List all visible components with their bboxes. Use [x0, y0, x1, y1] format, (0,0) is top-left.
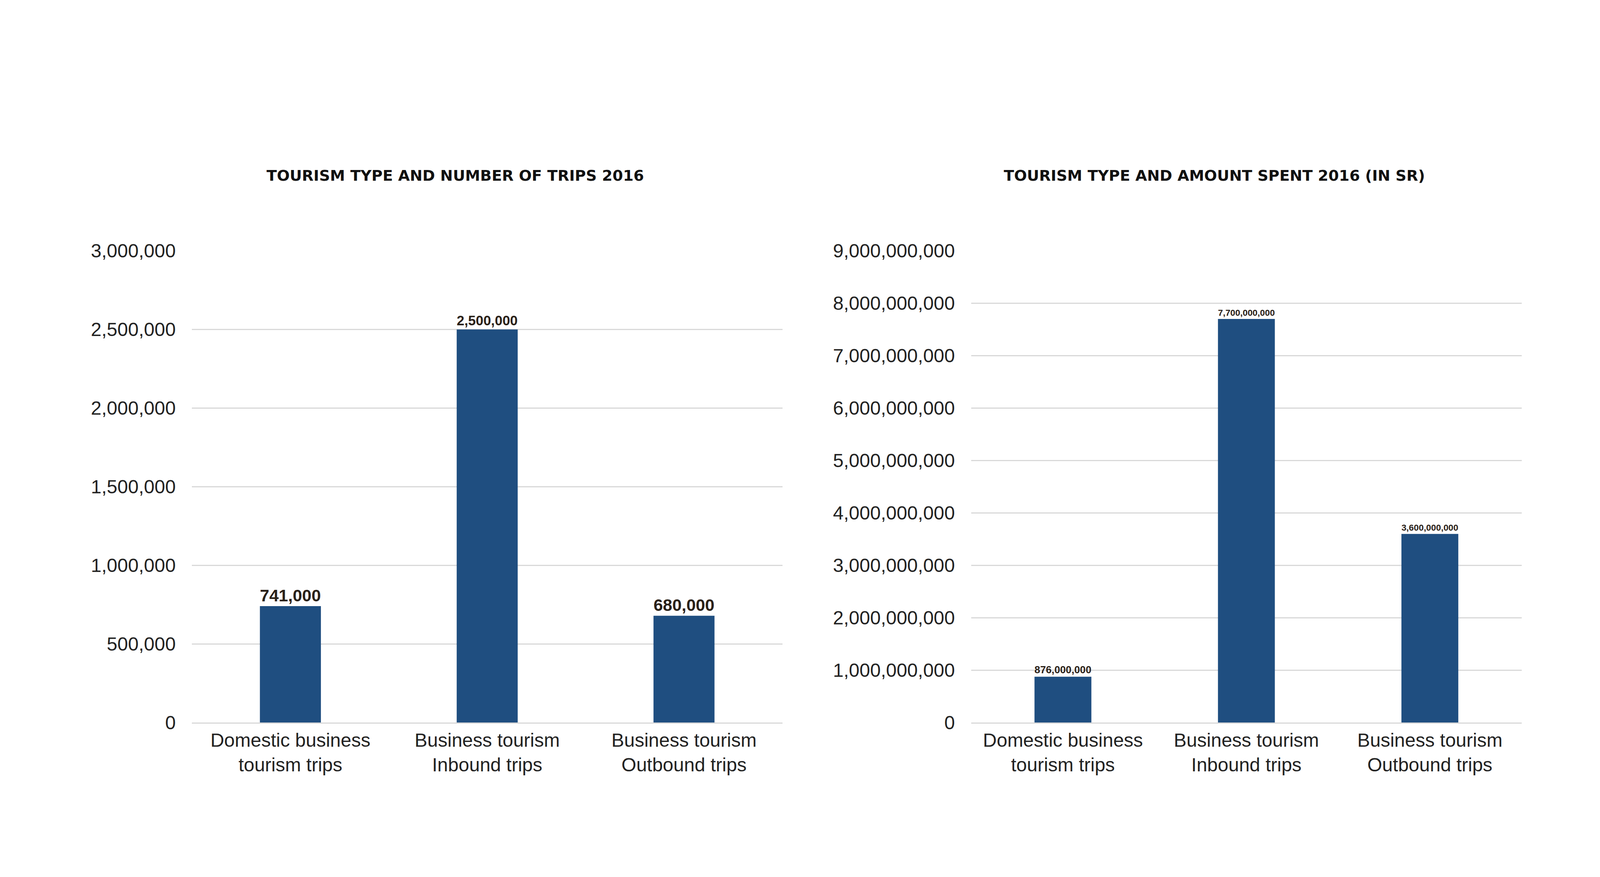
svg-text:Domestic businesstourism trips: Domestic businesstourism trips	[983, 729, 1144, 776]
svg-text:7,700,000,000: 7,700,000,000	[1217, 307, 1275, 318]
svg-text:3,000,000: 3,000,000	[90, 240, 176, 262]
svg-text:500,000: 500,000	[106, 633, 176, 655]
svg-text:2,500,000: 2,500,000	[456, 313, 518, 329]
svg-text:Business tourismOutbound trips: Business tourismOutbound trips	[1357, 729, 1503, 776]
svg-text:741,000: 741,000	[259, 586, 321, 605]
svg-text:1,000,000: 1,000,000	[90, 554, 176, 576]
svg-text:TOURISM TYPE AND NUMBER OF TRI: TOURISM TYPE AND NUMBER OF TRIPS 2016	[266, 166, 644, 185]
svg-text:2,000,000,000: 2,000,000,000	[832, 607, 955, 629]
svg-text:TOURISM TYPE AND AMOUNT SPENT: TOURISM TYPE AND AMOUNT SPENT 2016 (IN S…	[1003, 166, 1425, 185]
svg-text:7,000,000,000: 7,000,000,000	[832, 345, 955, 367]
svg-text:0: 0	[944, 712, 955, 734]
svg-text:Business tourismOutbound trips: Business tourismOutbound trips	[611, 729, 757, 776]
svg-text:1,500,000: 1,500,000	[90, 476, 176, 498]
svg-text:2,500,000: 2,500,000	[90, 318, 176, 341]
svg-text:680,000: 680,000	[653, 595, 715, 615]
svg-text:3,600,000,000: 3,600,000,000	[1401, 522, 1459, 533]
svg-text:Domestic businesstourism trips: Domestic businesstourism trips	[210, 729, 371, 776]
svg-text:5,000,000,000: 5,000,000,000	[832, 450, 955, 472]
svg-text:Business tourismInbound trips: Business tourismInbound trips	[414, 729, 560, 776]
svg-text:6,000,000,000: 6,000,000,000	[832, 397, 955, 419]
svg-text:2,000,000: 2,000,000	[90, 397, 176, 419]
svg-text:4,000,000,000: 4,000,000,000	[832, 502, 955, 524]
svg-text:Business tourismInbound trips: Business tourismInbound trips	[1173, 729, 1319, 776]
svg-text:1,000,000,000: 1,000,000,000	[832, 659, 955, 681]
svg-text:876,000,000: 876,000,000	[1034, 664, 1092, 676]
svg-text:9,000,000,000: 9,000,000,000	[832, 240, 955, 262]
svg-text:3,000,000,000: 3,000,000,000	[832, 554, 955, 576]
svg-text:8,000,000,000: 8,000,000,000	[832, 292, 955, 314]
svg-text:0: 0	[165, 712, 176, 734]
